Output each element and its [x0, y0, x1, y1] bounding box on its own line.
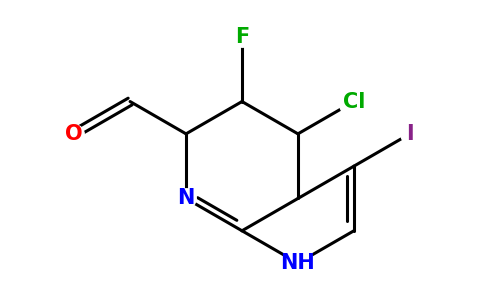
Text: N: N	[177, 188, 195, 208]
Text: F: F	[235, 27, 249, 47]
Text: I: I	[406, 124, 414, 144]
Text: Cl: Cl	[343, 92, 365, 112]
Text: O: O	[65, 124, 83, 144]
Text: NH: NH	[281, 253, 316, 273]
